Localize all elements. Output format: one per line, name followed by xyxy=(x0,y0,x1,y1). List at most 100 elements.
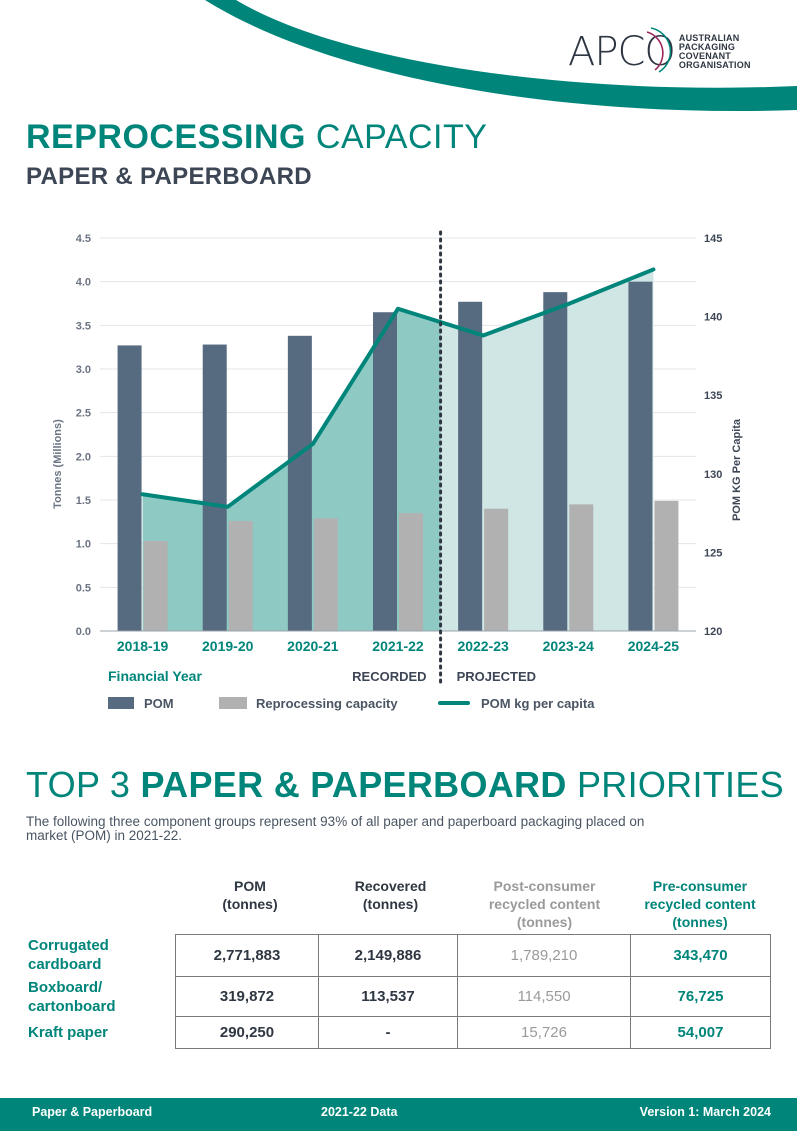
column-header-post-consumer: Post-consumer recycled content (tonnes) xyxy=(457,877,632,931)
table-cell: 343,470 xyxy=(630,934,771,977)
priorities-intro: The following three component groups rep… xyxy=(26,814,645,843)
table-cell: 2,149,886 xyxy=(318,934,458,977)
header-line: (tonnes) xyxy=(222,896,278,912)
footer-bar: Paper & Paperboard 2021-22 Data Version … xyxy=(0,1098,797,1131)
column-header-pom: POM (tonnes) xyxy=(175,877,325,913)
row-label-line: cardboard xyxy=(28,956,102,973)
legend-per-capita-swatch xyxy=(438,701,470,705)
y-tick-label: 4.5 xyxy=(76,233,91,245)
projected-label: PROJECTED xyxy=(457,669,536,684)
apco-logo: APCO AUSTRALIAN PACKAGING COVENANT ORGAN… xyxy=(568,27,751,76)
column-header-pre-consumer: Pre-consumer recycled content (tonnes) xyxy=(629,877,771,931)
row-label-kraft: Kraft paper xyxy=(28,1023,108,1042)
title-rest: CAPACITY xyxy=(305,118,488,156)
page-title: REPROCESSING CAPACITY xyxy=(26,118,487,157)
legend-pom: POM xyxy=(108,696,174,711)
table-cell: 319,872 xyxy=(175,976,319,1017)
y2-tick-label: 145 xyxy=(704,233,722,245)
reprocessing-bar xyxy=(228,520,253,631)
header-line: POM xyxy=(234,878,266,894)
pom-bar xyxy=(373,312,397,631)
reprocessing-bar xyxy=(399,513,423,631)
legend-pom-label: POM xyxy=(144,696,174,711)
header-swoosh xyxy=(205,0,797,112)
y2-tick-label: 140 xyxy=(704,312,722,324)
column-header-recovered: Recovered (tonnes) xyxy=(318,877,463,913)
pom-bar xyxy=(287,335,312,631)
table-row: 2,771,883 2,149,886 1,789,210 343,470 xyxy=(175,934,771,977)
priorities-title: TOP 3 PAPER & PAPERBOARD PRIORITIES xyxy=(26,764,784,806)
table-cell: 76,725 xyxy=(630,976,771,1017)
legend-pom-swatch xyxy=(108,697,134,709)
header-line: Pre-consumer xyxy=(652,878,748,894)
footer-center: 2021-22 Data xyxy=(321,1105,398,1119)
title-bold: REPROCESSING xyxy=(26,118,306,156)
legend-reprocessing: Reprocessing capacity xyxy=(219,696,398,711)
logo-line: COVENANT xyxy=(678,51,732,61)
y-tick-label: 3.5 xyxy=(76,320,91,332)
reprocessing-bar xyxy=(654,500,679,631)
header-line: Recovered xyxy=(354,878,427,894)
table-cell: 1,789,210 xyxy=(457,934,631,977)
y2-tick-label: 120 xyxy=(704,626,722,638)
x-tick-label: 2020-21 xyxy=(287,638,339,654)
pom-bar xyxy=(458,301,483,631)
x-tick-label: 2018-19 xyxy=(117,638,169,654)
y-tick-label: 1.0 xyxy=(76,539,91,551)
header-line: Post-consumer xyxy=(493,878,596,894)
header-line: recycled content xyxy=(488,896,601,912)
x-tick-label: 2024-25 xyxy=(628,638,680,654)
x-tick-label: 2022-23 xyxy=(457,638,509,654)
pom-bar xyxy=(202,344,227,631)
legend-reprocessing-label: Reprocessing capacity xyxy=(256,696,398,711)
reprocessing-bar xyxy=(143,541,168,631)
y2-tick-label: 130 xyxy=(704,469,722,481)
y-tick-label: 4.0 xyxy=(76,277,91,289)
header-line: recycled content xyxy=(644,896,756,912)
pom-bar xyxy=(117,345,142,631)
row-label-line: Kraft paper xyxy=(28,1024,109,1041)
table-cell: 113,537 xyxy=(318,976,458,1017)
y-tick-label: 0.0 xyxy=(76,626,91,638)
y2-tick-label: 135 xyxy=(704,390,722,402)
x-tick-label: 2021-22 xyxy=(372,638,424,654)
reprocessing-bar xyxy=(313,518,338,631)
x-tick-label: 2019-20 xyxy=(202,638,254,654)
table-cell: 2,771,883 xyxy=(175,934,319,977)
y2-axis-title: POM KG Per Capita xyxy=(731,418,743,521)
table-cell: 290,250 xyxy=(175,1016,319,1049)
reprocessing-bar xyxy=(569,504,594,631)
y-tick-label: 2.5 xyxy=(76,408,91,420)
y-tick-label: 1.5 xyxy=(76,495,91,507)
priorities-title-pre: TOP 3 xyxy=(26,764,141,805)
page-subtitle: PAPER & PAPERBOARD xyxy=(26,163,312,190)
legend-per-capita-label: POM kg per capita xyxy=(481,696,595,711)
priorities-table: 2,771,883 2,149,886 1,789,210 343,470 31… xyxy=(175,934,771,1049)
table-cell: 114,550 xyxy=(457,976,631,1017)
table-row: 319,872 113,537 114,550 76,725 xyxy=(175,976,771,1017)
logo-line: ORGANISATION xyxy=(678,60,751,70)
logo-ring-icon xyxy=(646,27,671,73)
header-line: (tonnes) xyxy=(672,914,728,930)
table-row: 290,250 - 15,726 54,007 xyxy=(175,1016,771,1049)
y-tick-label: 2.0 xyxy=(76,451,91,463)
pom-bar xyxy=(628,281,653,631)
x-tick-label: 2023-24 xyxy=(543,638,595,654)
row-label-line: Boxboard/ xyxy=(28,979,103,996)
table-cell: 15,726 xyxy=(457,1016,631,1049)
footer-right: Version 1: March 2024 xyxy=(639,1105,771,1119)
table-cell: 54,007 xyxy=(630,1016,771,1049)
y-axis-title: Tonnes (Millions) xyxy=(52,419,64,509)
header-line: (tonnes) xyxy=(362,896,419,912)
header-line: (tonnes) xyxy=(516,914,573,930)
capacity-chart: 0.0 0.5 1.0 1.5 2.0 2.5 3.0 3.5 4.0 4.5 120 125 130 1… xyxy=(52,230,743,684)
table-cell: - xyxy=(318,1016,458,1049)
legend-reprocessing-swatch xyxy=(219,697,247,709)
row-label-boxboard: Boxboard/cartonboard xyxy=(28,978,116,1016)
x-axis-title: Financial Year xyxy=(108,668,202,684)
y2-tick-label: 125 xyxy=(704,547,722,559)
logo-line: AUSTRALIAN xyxy=(678,33,740,43)
y-tick-label: 0.5 xyxy=(76,582,91,594)
priorities-title-post: PRIORITIES xyxy=(566,764,784,805)
reprocessing-bar xyxy=(484,508,509,631)
